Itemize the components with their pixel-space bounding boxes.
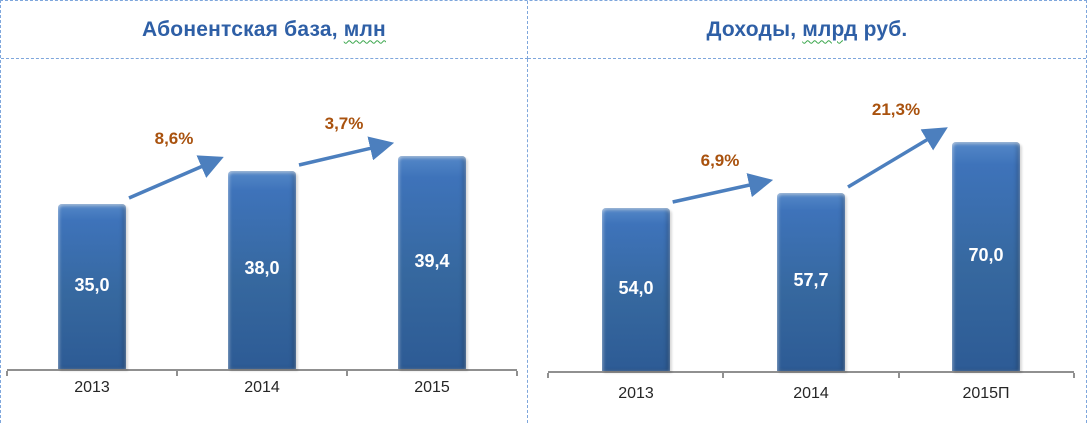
- axis-tick: [898, 373, 900, 378]
- growth-label: 6,9%: [700, 151, 740, 170]
- bar-2014: [228, 171, 296, 369]
- growth-label: 3,7%: [324, 114, 364, 133]
- axis-tick: [346, 371, 348, 376]
- growth-arrow: [672, 173, 774, 204]
- bar-value-label: 57,7: [793, 270, 829, 290]
- title-text: Доходы,: [706, 17, 803, 41]
- bar-value-label: 70,0: [968, 245, 1004, 265]
- bar-value-label: 54,0: [618, 278, 654, 298]
- title-cell-revenue: Доходы, млрд руб.: [528, 1, 1086, 59]
- category-label: 2015П: [962, 385, 1010, 402]
- category-label: 2013: [618, 385, 654, 402]
- bar-value-label: 38,0: [244, 258, 280, 278]
- title-cell-subscriber-base: Абонентская база, млн: [1, 1, 528, 59]
- category-label: 2014: [793, 385, 829, 402]
- title-text: Абонентская база,: [142, 17, 344, 41]
- title-text-spellchecked: млн: [343, 17, 386, 41]
- axis-tick: [176, 371, 178, 376]
- growth-arrow: [298, 136, 395, 167]
- bar-2015: [398, 156, 466, 369]
- growth-arrow: [128, 155, 224, 200]
- category-label: 2015: [414, 379, 450, 396]
- title-text-spellchecked: млрд: [802, 17, 858, 41]
- bar-2014: [777, 193, 845, 371]
- growth-label: 21,3%: [871, 100, 921, 119]
- chart-subscriber-base: 35,0 2013 38,0 2014 39,4 2015 8,6% 3,7%: [1, 59, 528, 423]
- growth-label: 8,6%: [154, 129, 194, 148]
- bar-value-label: 39,4: [414, 251, 450, 271]
- category-label: 2014: [244, 379, 280, 396]
- growth-arrow: [847, 127, 948, 189]
- x-axis: [7, 369, 517, 371]
- axis-tick: [722, 373, 724, 378]
- axis-tick: [547, 373, 549, 378]
- bar-value-label: 35,0: [74, 275, 110, 295]
- title-text: руб.: [857, 17, 908, 41]
- chart-title-subscriber-base: Абонентская база, млн: [142, 18, 386, 42]
- chart-title-revenue: Доходы, млрд руб.: [707, 18, 908, 42]
- axis-tick: [516, 371, 518, 376]
- axis-tick: [1073, 373, 1075, 378]
- bar-2015П: [952, 142, 1020, 371]
- x-axis: [548, 371, 1074, 373]
- axis-tick: [6, 371, 8, 376]
- chart-revenue: 54,0 2013 57,7 2014 70,0 2015П 6,9% 21,3%: [528, 59, 1086, 423]
- category-label: 2013: [74, 379, 110, 396]
- bar-2013: [58, 204, 126, 369]
- bar-2013: [602, 208, 670, 371]
